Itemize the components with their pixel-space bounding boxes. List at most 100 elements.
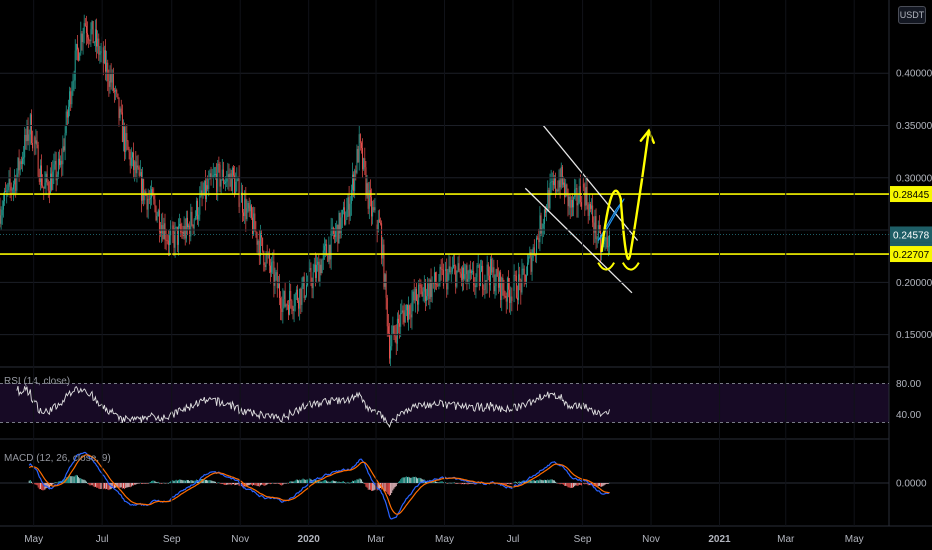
macd-legend[interactable]: MACD (12, 26, close, 9): [4, 453, 111, 464]
candle-body: [23, 157, 25, 159]
candle-body: [317, 261, 319, 265]
candle-body: [377, 219, 379, 232]
candle-body: [594, 216, 596, 233]
candle-body: [51, 173, 53, 190]
candle-body: [514, 274, 516, 276]
macd-histogram-bar: [192, 480, 194, 483]
macd-histogram-bar: [303, 479, 305, 483]
candle-body: [74, 50, 76, 81]
candle-body: [100, 50, 102, 54]
candle-body: [126, 133, 128, 142]
rsi-axis[interactable]: 80.00 40.00: [896, 379, 921, 421]
candle-body: [479, 271, 481, 287]
candle-body: [588, 204, 590, 216]
macd-histogram-bar: [127, 483, 129, 488]
candle-body: [462, 267, 463, 280]
candle-body: [198, 214, 200, 220]
candle-body: [30, 114, 32, 144]
rsi-legend[interactable]: RSI (14, close): [4, 376, 70, 387]
macd-histogram-bar: [258, 483, 260, 487]
macd-histogram-bar: [506, 483, 508, 484]
candle-body: [163, 223, 165, 240]
candle-body: [123, 126, 124, 142]
macd-histogram-bar: [88, 483, 90, 485]
support-bounce-mark[interactable]: [621, 262, 640, 271]
current-price-tag: [890, 226, 932, 243]
macd-histogram-bar: [138, 483, 140, 484]
candle-body: [175, 226, 177, 228]
macd-histogram-bar: [28, 480, 30, 483]
candle-body: [606, 237, 608, 248]
projection-path[interactable]: [600, 129, 650, 261]
macd-histogram-bar: [401, 477, 403, 483]
candle-body: [527, 262, 529, 276]
macd-histogram-bar: [580, 483, 582, 486]
macd-histogram-bar: [74, 475, 76, 483]
macd-histogram-bar: [409, 477, 411, 483]
macd-histogram-bar: [266, 483, 268, 485]
candle-body: [220, 179, 222, 187]
macd-histogram-bar: [305, 479, 307, 483]
macd-histogram-bar: [82, 479, 84, 483]
macd-histogram-bar: [71, 476, 73, 483]
macd-histogram-bar: [609, 482, 610, 484]
candle-body: [561, 166, 563, 185]
macd-histogram-bar: [436, 481, 438, 483]
candle-body: [166, 240, 168, 241]
candle-body: [530, 252, 532, 272]
candle-body: [348, 197, 350, 217]
projection-arrowhead[interactable]: [639, 128, 655, 144]
candle-body: [154, 199, 156, 207]
candle-body: [394, 333, 396, 337]
candle-body: [359, 134, 361, 143]
candle-body: [156, 216, 158, 221]
candle-body: [438, 283, 440, 286]
candle-body: [589, 204, 591, 209]
candle-body: [440, 266, 442, 270]
macd-histogram-bar: [62, 480, 64, 483]
candle-body: [20, 161, 22, 164]
macd-axis[interactable]: 0.0000: [896, 479, 927, 490]
macd-histogram-bar: [549, 479, 551, 483]
macd-histogram-bar: [262, 483, 264, 485]
macd-histogram-bar: [565, 483, 567, 486]
channel-line[interactable]: [524, 187, 633, 294]
candle-body: [53, 164, 55, 172]
time-axis[interactable]: May Jul Sep Nov 2020 Mar May Jul Sep Nov 2021 Mar Ma…: [24, 0, 864, 545]
candle-body: [481, 265, 482, 272]
candle-body: [591, 205, 592, 209]
candle-body: [427, 283, 429, 297]
candle-body: [142, 179, 144, 201]
candle-body: [129, 152, 131, 166]
candle-body: [189, 225, 191, 237]
macd-histogram-bar: [350, 481, 352, 483]
macd-histogram-bar: [284, 483, 286, 484]
candle-body: [63, 146, 65, 151]
macd-histogram-bar: [584, 483, 586, 485]
candle-body: [1, 209, 3, 216]
macd-histogram-bar: [158, 482, 160, 484]
currency-button[interactable]: USDT: [898, 6, 926, 24]
candle-body: [52, 171, 54, 190]
macd-histogram-bar: [356, 479, 358, 483]
macd-histogram-bar: [70, 476, 72, 483]
macd-histogram-bar: [564, 483, 566, 486]
macd-histogram-bar: [253, 483, 255, 485]
candle-body: [353, 174, 355, 191]
candle-body: [97, 38, 99, 47]
candle-body: [515, 275, 517, 298]
support-bounce-mark[interactable]: [597, 262, 616, 271]
candle-body: [224, 183, 225, 184]
candle-body: [580, 202, 582, 207]
candle-body: [7, 184, 9, 191]
candle-body: [160, 231, 161, 233]
macd-histogram-bar: [605, 483, 607, 484]
candle-body: [88, 37, 90, 41]
candle-body: [248, 202, 250, 212]
candle-body: [257, 241, 259, 245]
macd-histogram-bar: [445, 482, 447, 483]
candle-body: [292, 309, 294, 312]
candle-body: [583, 183, 585, 188]
macd-histogram-bar: [533, 480, 535, 483]
